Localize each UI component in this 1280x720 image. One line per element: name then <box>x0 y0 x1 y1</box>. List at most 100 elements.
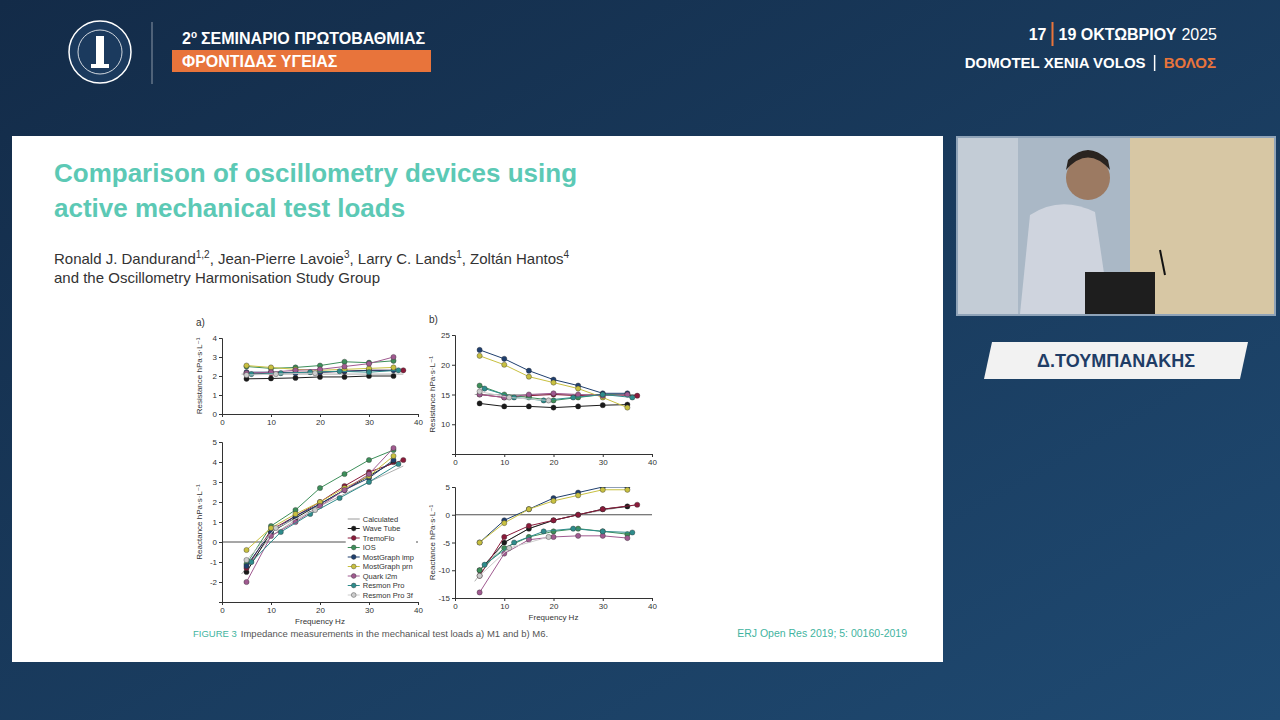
data-point <box>293 367 298 372</box>
legend-marker <box>351 555 356 560</box>
date: 19 ΟΚΤΩΒΡΙΟΥ2025 <box>1059 26 1218 43</box>
x-tick: 30 <box>365 414 374 427</box>
data-point <box>551 534 556 539</box>
data-point <box>477 573 482 578</box>
data-point <box>244 372 249 377</box>
data-point <box>342 471 347 476</box>
data-point <box>551 391 556 396</box>
data-point <box>244 372 249 377</box>
y-tick: -2 <box>210 578 222 587</box>
x-axis-title: Frequency Hz <box>529 613 579 622</box>
y-tick: 15 <box>441 391 455 400</box>
y-tick-label: 1 <box>213 518 218 527</box>
y-axis-line <box>219 443 223 603</box>
y-axis-title: Resistance hPa·s·L⁻¹ <box>428 356 437 433</box>
legend-item: IOS <box>348 543 376 552</box>
y-axis: -2-1012345 <box>210 438 223 602</box>
y-tick-mark <box>452 395 455 396</box>
header-text: ΣΕΜΙΝΑΡΙΟ ΠΡΩΤΟΒΑΘΜΙΑΣ <box>201 30 426 47</box>
x-tick-label: 20 <box>550 458 559 467</box>
legend-label: Quark i2m <box>363 572 398 581</box>
data-point <box>268 525 273 530</box>
affiliation: 1,2 <box>196 249 210 260</box>
data-point <box>625 535 630 540</box>
panel-label: a) <box>196 317 205 328</box>
data-point <box>391 445 396 450</box>
y-tick-mark <box>219 376 222 377</box>
y-axis-line <box>452 336 456 455</box>
data-point <box>502 534 507 539</box>
data-point <box>401 457 406 462</box>
x-tick: 20 <box>316 414 325 427</box>
data-point <box>635 393 640 398</box>
series-line <box>480 537 549 576</box>
data-point <box>366 471 371 476</box>
data-point <box>482 386 487 391</box>
legend-item: TremoFlo <box>348 534 395 543</box>
header-band <box>172 50 431 72</box>
y-tick-label: 0 <box>213 538 218 547</box>
legend-item: Resmon Pro <box>348 581 405 590</box>
x-tick: 0 <box>220 414 225 427</box>
data-point <box>337 495 342 500</box>
x-tick: 0 <box>220 602 225 615</box>
data-point <box>249 559 254 564</box>
y-tick-label: -15 <box>438 594 450 603</box>
data-point <box>273 372 278 377</box>
legend-marker <box>351 574 356 579</box>
x-tick: 10 <box>500 454 509 467</box>
x-tick-label: 20 <box>316 418 325 427</box>
y-tick-label: 5 <box>446 483 451 492</box>
y-tick: -10 <box>438 566 455 575</box>
data-point <box>293 511 298 516</box>
slide-title: Comparison of oscillometry devices using <box>54 158 577 188</box>
data-point <box>526 368 531 373</box>
y-tick-mark <box>452 543 455 544</box>
plot-area <box>475 487 640 595</box>
data-point <box>541 529 546 534</box>
x-tick: 30 <box>599 454 608 467</box>
data-point <box>635 502 640 507</box>
data-point <box>244 563 249 568</box>
chart-panel: 01020304001234Resistance hPa·s·L⁻¹a) <box>195 317 423 427</box>
data-point <box>576 533 581 538</box>
data-point <box>502 404 507 409</box>
x-tick: 30 <box>599 598 608 611</box>
x-tick: 20 <box>550 598 559 611</box>
y-tick-mark <box>452 424 455 425</box>
series-line <box>247 460 394 566</box>
x-tick-mark <box>369 414 370 417</box>
venue-sep <box>1154 55 1156 71</box>
series-line <box>247 357 394 373</box>
y-tick-mark <box>452 515 455 516</box>
y-axis: 01234 <box>213 334 223 419</box>
series-line <box>480 487 628 543</box>
plot-area <box>242 354 406 381</box>
data-point <box>600 507 605 512</box>
data-point <box>477 540 482 545</box>
city: ΒΟΛΟΣ <box>1164 54 1216 71</box>
x-tick-mark <box>418 602 419 605</box>
legend-label: Wave Tube <box>363 524 401 533</box>
data-point <box>342 487 347 492</box>
y-tick-mark <box>219 395 222 396</box>
x-tick-label: 40 <box>648 458 657 467</box>
data-point <box>600 392 605 397</box>
data-point <box>477 568 482 573</box>
y-tick: 2 <box>213 498 222 507</box>
legend-label: IOS <box>363 543 376 552</box>
legend-label: TremoFlo <box>363 534 395 543</box>
legend-marker <box>351 545 356 550</box>
x-tick-mark <box>603 598 604 601</box>
data-point <box>244 364 249 369</box>
y-tick: 4 <box>213 458 222 467</box>
y-tick-mark <box>452 365 455 366</box>
data-point <box>313 371 318 376</box>
y-tick-mark <box>219 338 222 339</box>
x-tick-label: 20 <box>316 606 325 615</box>
x-tick-label: 40 <box>414 418 423 427</box>
y-tick-label: 3 <box>213 353 218 362</box>
x-tick-label: 40 <box>414 606 423 615</box>
y-axis-line <box>452 488 456 599</box>
data-point <box>401 368 406 373</box>
